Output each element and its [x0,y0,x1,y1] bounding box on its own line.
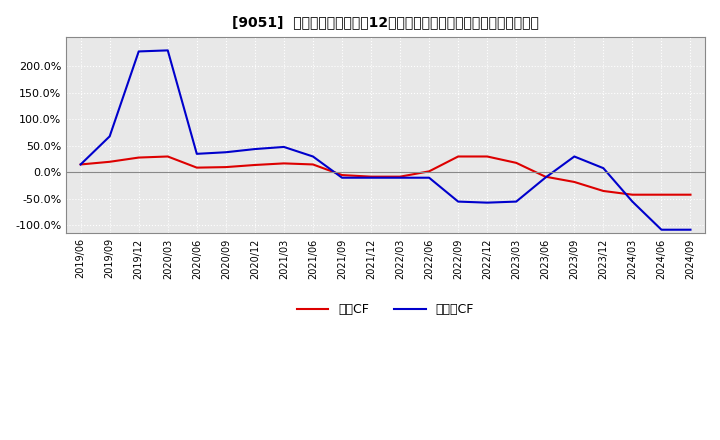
営業CF [483,154,492,159]
営業CF [163,154,172,159]
フリーCF [657,227,666,232]
営業CF [105,159,114,165]
Title: [9051]  キャッシュフローの12か月移動合計の対前年同期増減率の推移: [9051] キャッシュフローの12か月移動合計の対前年同期増減率の推移 [232,15,539,29]
フリーCF [454,199,462,204]
営業CF [338,172,346,178]
フリーCF [338,175,346,180]
フリーCF [309,154,318,159]
フリーCF [366,175,375,180]
フリーCF [105,134,114,139]
営業CF [222,165,230,170]
フリーCF [251,147,259,152]
Line: フリーCF: フリーCF [81,50,690,230]
営業CF [396,174,405,179]
営業CF [628,192,636,197]
営業CF [76,162,85,167]
営業CF [279,161,288,166]
フリーCF [192,151,201,157]
フリーCF [483,200,492,205]
フリーCF [135,49,143,54]
営業CF [686,192,695,197]
営業CF [425,169,433,174]
フリーCF [628,199,636,204]
フリーCF [512,199,521,204]
営業CF [599,188,608,194]
営業CF [454,154,462,159]
フリーCF [570,154,579,159]
フリーCF [76,162,85,167]
営業CF [309,162,318,167]
営業CF [251,162,259,168]
フリーCF [163,48,172,53]
営業CF [366,174,375,179]
営業CF [541,174,549,179]
Line: 営業CF: 営業CF [81,157,690,194]
営業CF [192,165,201,170]
Legend: 営業CF, フリーCF: 営業CF, フリーCF [292,298,479,321]
フリーCF [686,227,695,232]
フリーCF [279,144,288,150]
フリーCF [425,175,433,180]
フリーCF [396,175,405,180]
フリーCF [599,165,608,171]
営業CF [512,160,521,165]
フリーCF [222,150,230,155]
フリーCF [541,175,549,180]
営業CF [657,192,666,197]
営業CF [135,155,143,160]
営業CF [570,180,579,185]
